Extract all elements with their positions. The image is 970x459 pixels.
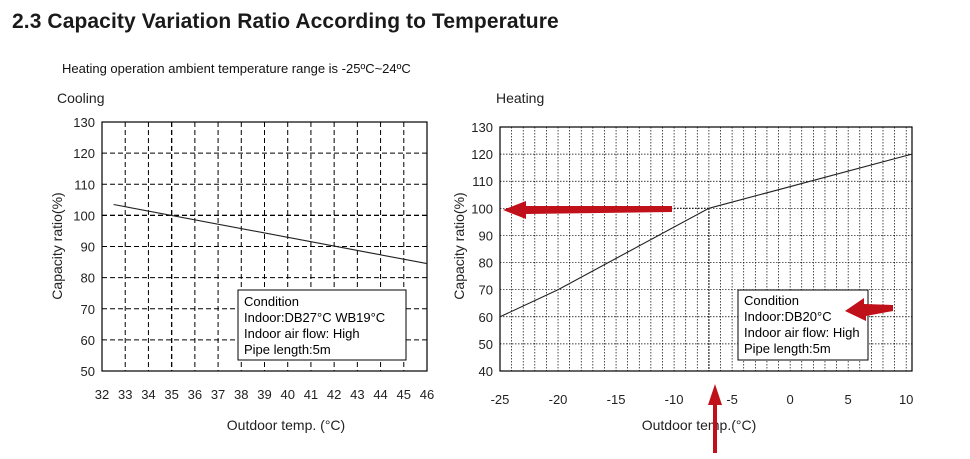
x-tick-label: 0 [787,392,794,407]
heating-condition-line-2: Indoor:DB20°C [744,309,832,324]
y-tick-label: 130 [471,120,493,135]
arrow-up-to-minus-7 [708,384,722,453]
cooling-condition-line-4: Pipe length:5m [244,342,331,357]
cooling-condition-line-3: Indoor air flow: High [244,326,360,341]
x-tick-label: -5 [726,392,738,407]
heating-x-axis-label: Outdoor temp.(°C) [642,417,757,433]
y-tick-label: 110 [74,177,95,192]
x-tick-label: 38 [234,387,248,402]
x-tick-label: 43 [350,387,364,402]
cooling-x-tick-labels: 32 33 34 35 36 37 38 39 40 41 42 43 44 45 46 [95,387,434,402]
heating-condition-line-3: Indoor air flow: High [744,325,860,340]
x-tick-label: 34 [141,387,155,402]
heating-condition-line-4: Pipe length:5m [744,341,831,356]
y-tick-label: 80 [479,256,493,271]
cooling-series [113,203,428,265]
x-tick-label: 36 [188,387,202,402]
x-tick-label: 42 [327,387,341,402]
heating-annotations [503,201,893,453]
y-tick-label: 100 [73,208,95,223]
series-line [113,203,428,265]
y-tick-label: 110 [472,174,493,189]
x-tick-label: 41 [304,387,318,402]
heating-reference-lines [674,207,710,371]
x-tick-label: -20 [549,392,568,407]
x-tick-label: 46 [420,387,434,402]
heating-condition-line-1: Condition [744,293,799,308]
x-tick-label: 5 [845,392,852,407]
x-tick-label: 45 [397,387,411,402]
x-tick-label: 32 [95,387,109,402]
page-title: 2.3 Capacity Variation Ratio According t… [12,10,559,33]
heating-series [499,153,913,318]
x-tick-label: -25 [491,392,510,407]
heating-chart-title: Heating [496,90,544,106]
heating-plot-frame [499,126,913,372]
y-tick-label: 90 [479,228,493,243]
heating-y-axis-label: Capacity ratio(%) [451,192,467,299]
series-line [499,153,913,318]
y-tick-label: 50 [479,337,493,352]
y-tick-label: 70 [479,283,493,298]
x-tick-label: 39 [257,387,271,402]
cooling-y-axis-label: Capacity ratio(%) [49,192,65,299]
arrow-to-100-percent [503,201,672,219]
arrow-to-indoor-db20 [845,298,893,321]
cooling-condition-line-1: Condition [244,294,299,309]
cooling-condition-line-2: Indoor:DB27°C WB19°C [244,310,385,325]
y-tick-label: 80 [81,271,95,286]
heating-condition-box: Condition Indoor:DB20°C Indoor air flow:… [737,289,869,361]
y-tick-label: 40 [479,364,493,379]
y-tick-label: 60 [81,333,95,348]
y-tick-label: 120 [73,146,95,161]
y-tick-label: 90 [81,240,95,255]
cooling-reference-lines [102,122,427,371]
x-tick-label: 33 [118,387,132,402]
y-tick-label: 130 [73,115,95,130]
cooling-y-tick-labels: 50 60 70 80 90 100 110 120 130 [73,115,95,379]
y-tick-label: 50 [81,364,95,379]
cooling-chart-title: Cooling [57,90,104,106]
y-tick-label: 60 [479,310,493,325]
x-tick-label: 40 [280,387,294,402]
heating-y-tick-labels: 40 50 60 70 80 90 100 110 120 130 [471,120,493,379]
y-tick-label: 70 [81,302,95,317]
x-tick-label: -15 [607,392,626,407]
heating-x-tick-labels: -25 -20 -15 -10 -5 0 5 10 [491,392,914,407]
x-tick-label: 44 [373,387,387,402]
cooling-x-axis-label: Outdoor temp. (°C) [227,417,345,433]
y-tick-label: 120 [471,147,493,162]
cooling-condition-box: Condition Indoor:DB27°C WB19°C Indoor ai… [237,289,407,361]
page-subtitle: Heating operation ambient temperature ra… [62,61,411,76]
x-tick-label: -10 [665,392,684,407]
x-tick-label: 35 [164,387,178,402]
x-tick-label: 37 [211,387,225,402]
y-tick-label: 100 [471,201,493,216]
x-tick-label: 10 [899,392,913,407]
